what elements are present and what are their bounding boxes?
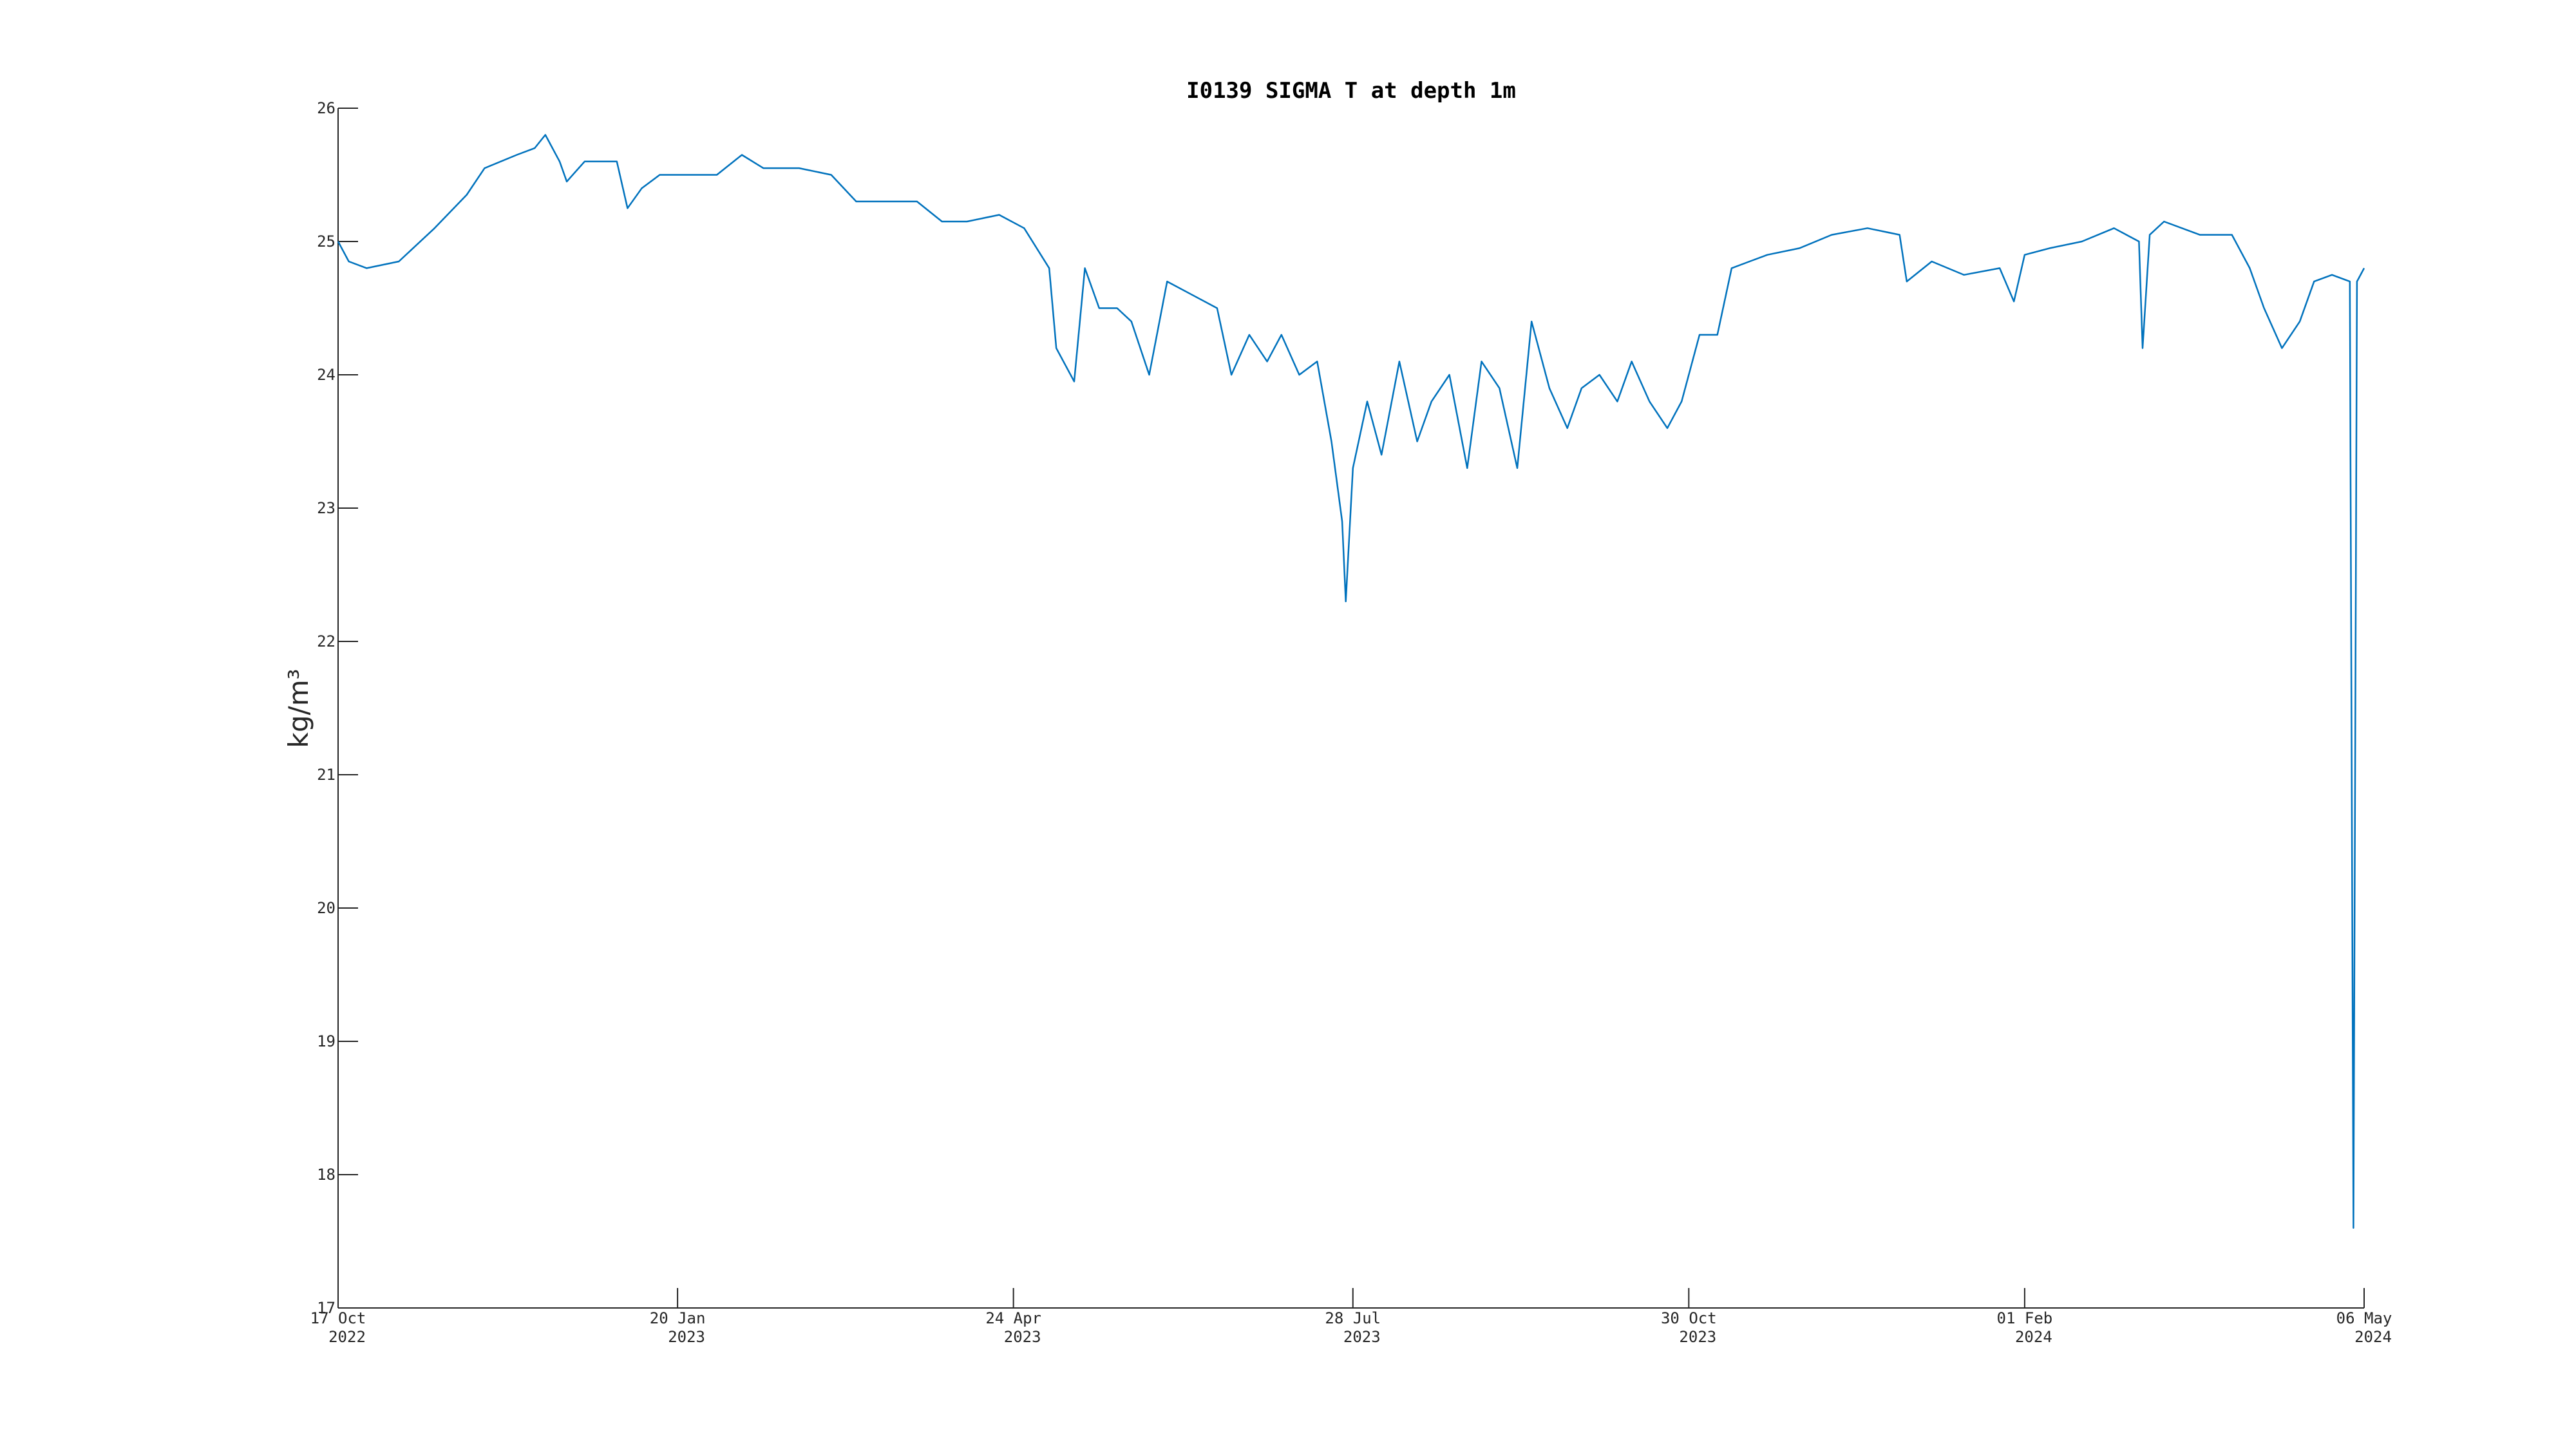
x-tick-label: 01 Feb <box>1997 1309 2053 1327</box>
y-tick-label: 26 <box>317 99 336 117</box>
y-axis-label: kg/m³ <box>283 669 314 748</box>
x-tick-label: 30 Oct <box>1661 1309 1717 1327</box>
x-tick-label: 2024 <box>2015 1328 2052 1346</box>
y-tick-label: 24 <box>317 366 336 384</box>
y-tick-label: 22 <box>317 632 336 650</box>
x-tick-label: 2023 <box>1343 1328 1381 1346</box>
y-tick-label: 23 <box>317 499 336 517</box>
chart-title: I0139 SIGMA T at depth 1m <box>1186 78 1516 104</box>
y-tick-label: 18 <box>317 1166 336 1184</box>
data-line <box>337 134 2365 1229</box>
y-tick-label: 21 <box>317 766 336 784</box>
x-tick-label: 2023 <box>1679 1328 1716 1346</box>
x-tick-label: 06 May <box>2336 1309 2392 1327</box>
x-tick-label: 2024 <box>2354 1328 2392 1346</box>
x-tick-label: 24 Apr <box>985 1309 1041 1327</box>
x-tick-label: 2022 <box>328 1328 366 1346</box>
y-tick-label: 20 <box>317 899 336 917</box>
y-tick-label: 25 <box>317 232 336 251</box>
x-tick-label: 17 Oct <box>310 1309 366 1327</box>
x-tick-label: 2023 <box>668 1328 705 1346</box>
x-tick-label: 28 Jul <box>1325 1309 1381 1327</box>
y-tick-label: 17 <box>317 1299 336 1317</box>
y-tick-label: 19 <box>317 1032 336 1050</box>
x-tick-label: 2023 <box>1004 1328 1041 1346</box>
x-tick-label: 20 Jan <box>650 1309 706 1327</box>
